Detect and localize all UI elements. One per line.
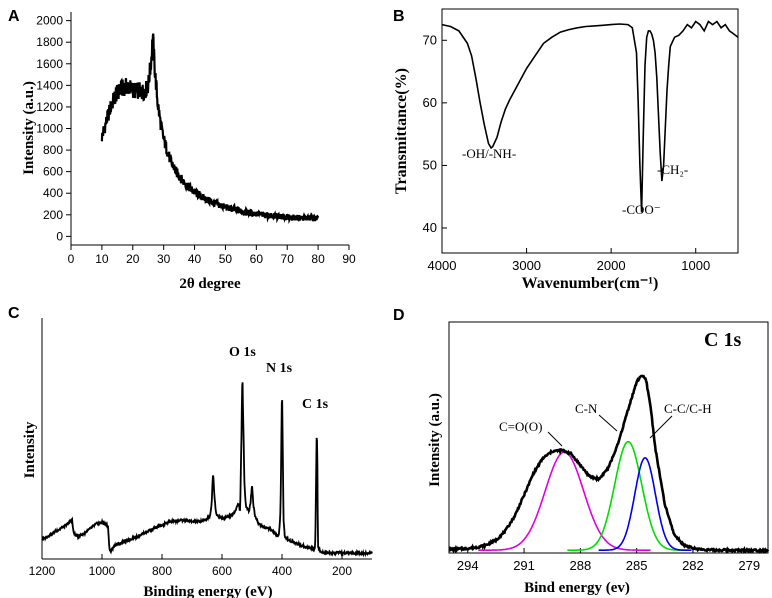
panel-a-x-tick-label: 30 xyxy=(157,252,171,266)
panel-d-y-axis-label: Intensity (a.u.) xyxy=(427,393,443,487)
panel-letter-a: A xyxy=(8,8,20,25)
panel-a-y-tick-label: 0 xyxy=(56,229,63,243)
panel-a-y-tick-label: 1400 xyxy=(36,78,63,92)
panel-d-frame xyxy=(448,321,769,554)
panel-d-leader-c-o-o xyxy=(547,431,563,447)
panel-d-experimental-line xyxy=(448,374,770,555)
panel-d-title: C 1s xyxy=(704,329,741,351)
panel-letter-c: C xyxy=(8,305,20,322)
panel-b-series-line xyxy=(441,20,739,213)
panel-d-x-tick-label: 285 xyxy=(626,558,648,573)
panel-b-y-tick-label: 60 xyxy=(423,95,437,110)
panel-d-x-tick-label: 291 xyxy=(513,558,535,573)
panel-a-x-tick-label: 90 xyxy=(342,252,356,266)
panel-c-x-tick-label: 1000 xyxy=(89,564,116,578)
panel-d-annotation-c-o-o: C=O(O) xyxy=(499,419,542,434)
panel-a-x-tick-label: 50 xyxy=(219,252,233,266)
panel-a-x-tick-label: 10 xyxy=(95,252,109,266)
panel-a-x-tick-label: 70 xyxy=(281,252,295,266)
panel-a-y-tick-label: 2000 xyxy=(36,14,63,28)
panel-b-x-tick-label: 2000 xyxy=(597,258,626,273)
panel-d-annotation-c-n: C-N xyxy=(575,401,598,416)
panel-a-x-tick-label: 20 xyxy=(126,252,140,266)
panel-c-x-tick-label: 200 xyxy=(332,564,352,578)
panel-c-x-tick-label: 1200 xyxy=(29,564,56,578)
panel-d-c1s-chart: 294 291 288 285 282 279 C=O(O) C-N C-C/C-H C … xyxy=(427,321,770,596)
panel-a-x-tick-label: 60 xyxy=(250,252,264,266)
panel-a-y-tick-label: 600 xyxy=(43,165,63,179)
panel-c-series-line xyxy=(41,382,373,558)
panel-a-y-tick-label: 800 xyxy=(43,143,63,157)
panel-d-annotation-c-c-c-h: C-C/C-H xyxy=(664,401,712,416)
panel-c-x-ticks: 1200 1000 800 600 400 200 xyxy=(29,554,352,578)
panel-a-y-axis-label: Intensity (a.u.) xyxy=(21,81,37,175)
panel-c-y-axis-label: Intensity xyxy=(22,421,38,478)
panel-d-x-axis-label: Bind energy (ev) xyxy=(524,580,630,596)
panel-letter-d: D xyxy=(393,307,405,324)
panel-b-ftir-chart: 40 50 60 70 4000 3000 2000 1000 -OH/-NH- -COO⁻… xyxy=(393,8,739,292)
panel-c-x-tick-label: 800 xyxy=(152,564,172,578)
panel-c-annotation-o1s: O 1s xyxy=(229,345,256,360)
panel-a-y-tick-label: 200 xyxy=(43,208,63,222)
panel-d-fit-c-n xyxy=(567,440,689,551)
panel-c-xps-survey-chart: 1200 1000 800 600 400 200 O 1s N 1s C 1s Bind… xyxy=(22,318,373,598)
panel-c-x-axis-label: Binding energy (eV) xyxy=(143,584,272,598)
panel-d-x-ticks: 294 291 288 285 282 279 xyxy=(457,548,760,573)
panel-a-y-ticks: 0 200 400 600 800 1000 1200 1400 1600 1800 2000 xyxy=(36,14,71,243)
panel-a-x-tick-label: 0 xyxy=(68,252,75,266)
panel-d-x-tick-label: 282 xyxy=(682,558,704,573)
panel-a-y-tick-label: 1600 xyxy=(36,57,63,71)
panel-a-xrd-chart: 0 200 400 600 800 1000 1200 1400 1600 1800 2000 0 1… xyxy=(21,12,356,292)
panel-b-annotation-oh-nh: -OH/-NH- xyxy=(462,146,516,161)
panel-a-y-tick-label: 1000 xyxy=(36,122,63,136)
panel-a-series-line xyxy=(100,33,320,225)
panel-d-leader-c-c xyxy=(649,415,673,439)
panel-c-x-tick-label: 400 xyxy=(272,564,292,578)
panel-d-x-tick-label: 294 xyxy=(457,558,479,573)
panel-b-y-tick-label: 70 xyxy=(423,32,437,47)
panel-b-y-tick-label: 40 xyxy=(423,220,437,235)
panel-c-x-tick-label: 600 xyxy=(212,564,232,578)
panel-b-x-tick-label: 3000 xyxy=(512,258,541,273)
panel-b-y-ticks: 40 50 60 70 xyxy=(423,32,447,235)
panel-b-x-tick-label: 1000 xyxy=(681,258,710,273)
panel-letter-b: B xyxy=(393,8,405,25)
panel-d-x-tick-label: 288 xyxy=(570,558,592,573)
panel-a-x-axis-label: 2θ degree xyxy=(179,276,241,292)
panel-b-annotation-ch2: -CH₂- xyxy=(657,162,688,177)
panel-b-annotation-coo: -COO⁻ xyxy=(622,202,661,217)
panel-a-x-ticks: 0 10 20 30 40 50 60 70 80 90 xyxy=(68,245,356,266)
panel-b-frame xyxy=(441,8,739,254)
panel-a-y-tick-label: 1800 xyxy=(36,35,63,49)
panel-b-x-axis-label: Wavenumber(cm⁻¹) xyxy=(522,275,659,292)
panel-c-annotation-c1s: C 1s xyxy=(302,397,329,412)
panel-b-y-axis-label: Transmittance(%) xyxy=(393,68,410,194)
panel-d-fit-c-c-c-h xyxy=(598,457,692,551)
panel-b-x-ticks: 4000 3000 2000 1000 xyxy=(428,248,710,273)
panel-d-leader-c-n xyxy=(598,414,618,432)
panel-a-x-tick-label: 40 xyxy=(188,252,202,266)
panel-d-x-tick-label: 279 xyxy=(738,558,760,573)
panel-a-x-tick-label: 80 xyxy=(311,252,325,266)
panel-b-y-tick-label: 50 xyxy=(423,157,437,172)
panel-c-annotation-n1s: N 1s xyxy=(266,361,293,376)
panel-a-y-tick-label: 400 xyxy=(43,186,63,200)
panel-b-x-tick-label: 4000 xyxy=(428,258,457,273)
panel-a-y-tick-label: 1200 xyxy=(36,100,63,114)
